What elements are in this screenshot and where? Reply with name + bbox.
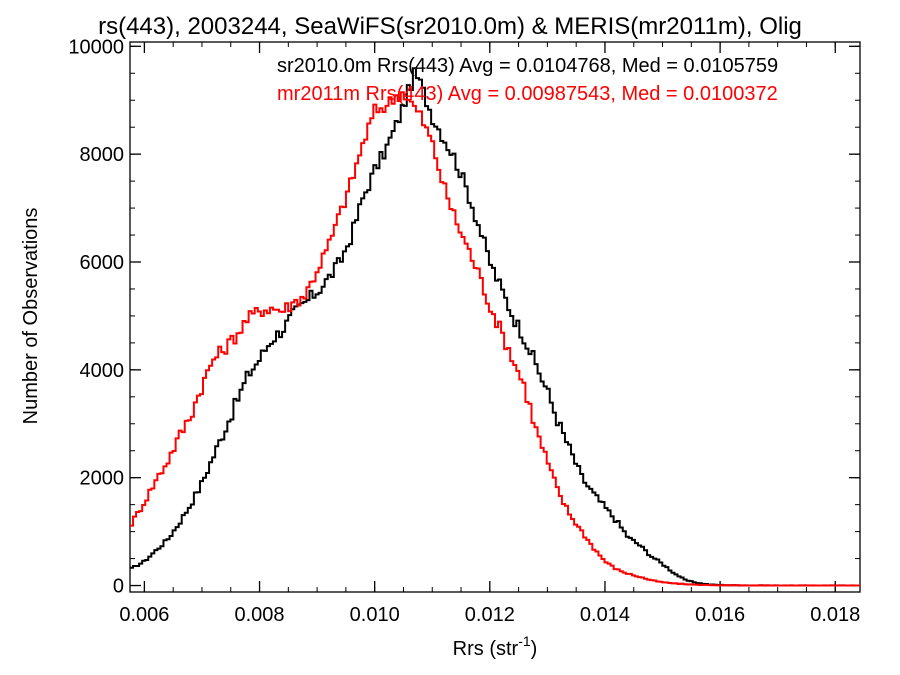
y-tick-label: 0: [113, 576, 124, 598]
x-tick-label: 0.008: [235, 604, 285, 626]
series-layer: [130, 67, 860, 587]
x-tick-label: 0.010: [350, 604, 400, 626]
y-tick-label: 4000: [80, 360, 125, 382]
y-tick-label: 8000: [80, 144, 125, 166]
annotations: sr2010.0m Rrs(443) Avg = 0.0104768, Med …: [277, 55, 778, 105]
x-tick-label: 0.012: [465, 604, 515, 626]
chart-title: rs(443), 2003244, SeaWiFS(sr2010.0m) & M…: [98, 13, 802, 40]
x-tick-label: 0.006: [119, 604, 169, 626]
y-tick-label: 2000: [80, 468, 125, 490]
y-tick-label: 10000: [68, 36, 124, 58]
x-tick-label: 0.016: [695, 604, 745, 626]
y-axis-label: Number of Observations: [20, 208, 42, 425]
axes: 0.006 0.008 0.010 0.012 0.014 0.016 0.018 0 2000…: [68, 36, 861, 626]
x-axis-label: Rrs (str-1): [453, 633, 538, 660]
x-tick-label: 0.014: [580, 604, 630, 626]
x-tick-label: 0.018: [810, 604, 860, 626]
stats-annotation: mr2011m Rrs(443) Avg = 0.00987543, Med =…: [277, 83, 778, 105]
plot-frame: [129, 41, 861, 593]
series-line: [130, 91, 860, 587]
y-tick-label: 6000: [80, 252, 125, 274]
stats-annotation: sr2010.0m Rrs(443) Avg = 0.0104768, Med …: [277, 55, 778, 77]
